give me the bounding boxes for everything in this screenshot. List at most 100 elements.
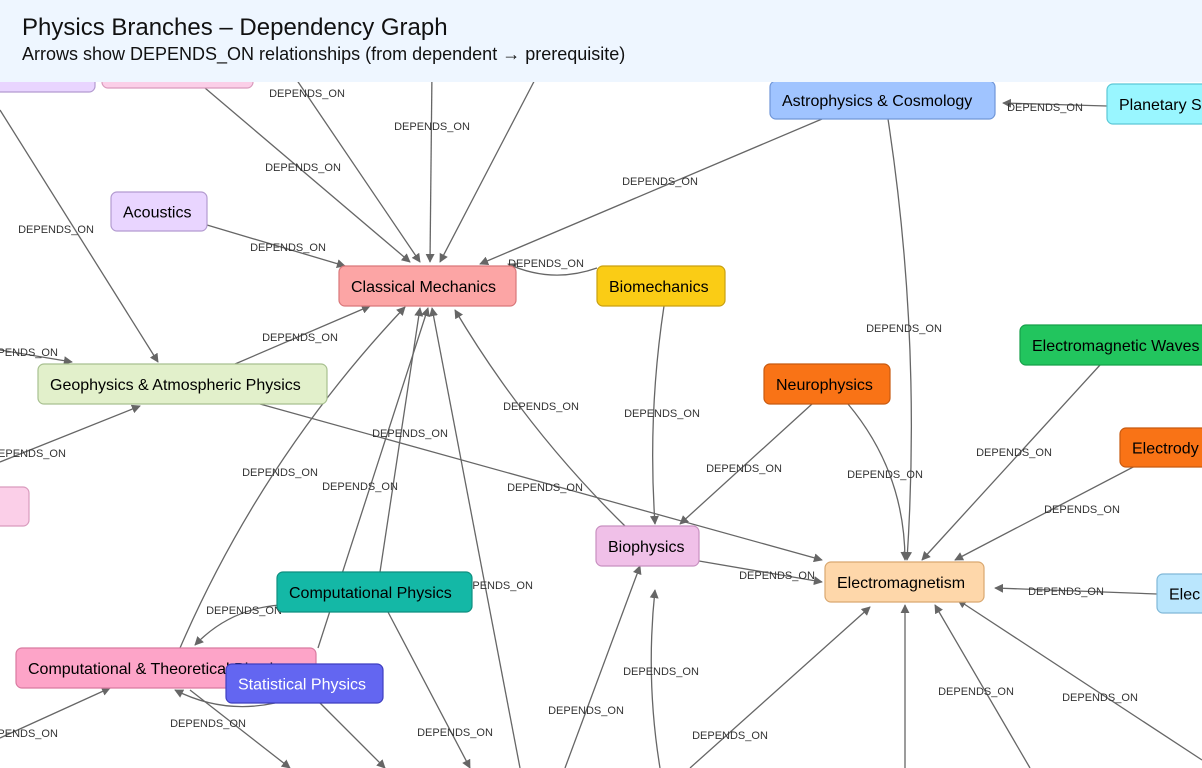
node-label: Biomechanics [609, 279, 709, 296]
node-label: Computational & Theoretical Physics [28, 661, 289, 678]
node-label: Biophysics [608, 539, 684, 556]
dependency-edge[interactable] [921, 364, 1101, 561]
dependency-edge[interactable] [649, 589, 661, 768]
dependency-edge[interactable] [234, 305, 371, 365]
edge-label: DEPENDS_ON [170, 718, 246, 730]
edge-label: DEPENDS_ON [265, 162, 341, 174]
edge-label: DEPENDS_ON [269, 88, 345, 100]
dependency-edge[interactable] [194, 604, 281, 646]
dependency-edge[interactable] [0, 109, 159, 363]
edge-label: DEPENDS_ON [262, 332, 338, 344]
graph-node[interactable]: Statistical Physics [225, 663, 384, 704]
graph-node[interactable]: Electromagnetism [824, 561, 985, 603]
dependency-edge[interactable] [206, 224, 346, 269]
dependency-edge[interactable] [564, 565, 642, 768]
edge-label: DEPENDS_ON [503, 401, 579, 413]
edge-label: DEPENDS_ON [417, 727, 493, 739]
edge-label: DEPENDS_ON [0, 728, 58, 740]
dependency-edge[interactable] [847, 403, 910, 561]
dependency-edge[interactable] [0, 349, 73, 366]
node-label: Planetary S [1119, 97, 1202, 114]
node-label: Electromagnetism [837, 575, 965, 592]
node-label: Geophysics & Atmospheric Physics [50, 377, 301, 394]
dependency-edge[interactable] [698, 560, 823, 586]
dependency-edge[interactable] [507, 263, 598, 276]
node-box [338, 265, 517, 307]
dependency-edge[interactable] [1002, 98, 1108, 108]
node-box [37, 363, 328, 405]
node-label: Acoustics [123, 205, 191, 222]
node-box [1106, 83, 1202, 125]
dependency-edge[interactable] [387, 611, 471, 768]
edge-label: DEPENDS_ON [976, 447, 1052, 459]
graph-node[interactable]: cs [0, 486, 30, 527]
edge-label: DEPENDS_ON [938, 686, 1014, 698]
dependency-edge[interactable] [289, 69, 421, 263]
node-box [763, 363, 891, 405]
node-box [1119, 427, 1202, 468]
dependency-edge[interactable] [425, 69, 435, 263]
dependency-edge[interactable] [679, 403, 813, 525]
node-box [225, 663, 384, 704]
edge-label: DEPENDS_ON [322, 481, 398, 493]
dependency-edge[interactable] [454, 309, 626, 527]
graph-node[interactable]: Planetary S [1106, 83, 1202, 125]
edge-label: DEPENDS_ON [622, 176, 698, 188]
graph-node[interactable]: Electromagnetic Waves [1019, 324, 1202, 366]
edge-label: DEPENDS_ON [18, 224, 94, 236]
dependency-edge[interactable] [319, 702, 386, 768]
edge-label: DEPENDS_ON [847, 469, 923, 481]
dependency-edge[interactable] [479, 118, 823, 265]
edge-label: DEPENDS_ON [1028, 586, 1104, 598]
edge-label: DEPENDS_ON [706, 463, 782, 475]
edge-label: DEPENDS_ON [1044, 504, 1120, 516]
dependency-edge[interactable] [379, 307, 424, 573]
graph-node[interactable]: Elec [1156, 573, 1202, 614]
dependency-edge[interactable] [957, 599, 1202, 761]
edge-label: DEPENDS_ON [507, 482, 583, 494]
graph-node[interactable]: Acoustics [110, 191, 208, 232]
node-box [110, 191, 208, 232]
node-label: Electromagnetic Waves [1032, 338, 1199, 355]
node-label: Electrody [1132, 441, 1199, 458]
node-box [596, 265, 726, 307]
edge-label: DEPENDS_ON [250, 242, 326, 254]
dependency-edge[interactable] [174, 689, 276, 708]
graph-node[interactable]: Computational Physics [276, 571, 473, 613]
graph-node[interactable]: Astrophysics & Cosmology [769, 80, 996, 120]
graph-node[interactable]: Neurophysics [763, 363, 891, 405]
edge-label: DEPENDS_ON [372, 428, 448, 440]
node-box [276, 571, 473, 613]
node-box [824, 561, 985, 603]
graph-node[interactable]: Biomechanics [596, 265, 726, 307]
edge-label: DEPENDS_ON [1062, 692, 1138, 704]
dependency-edge[interactable] [429, 307, 521, 768]
dependency-edge[interactable] [934, 604, 1031, 768]
dependency-edge[interactable] [179, 306, 406, 649]
edge-label: DEPENDS_ON [1007, 102, 1083, 114]
node-box [595, 525, 700, 567]
dependency-edge[interactable] [189, 689, 291, 768]
edge-label: DEPENDS_ON [457, 580, 533, 592]
node-label: Neurophysics [776, 377, 873, 394]
dependency-edge[interactable] [0, 404, 141, 463]
node-label: Elec [1169, 587, 1200, 604]
dependency-edge[interactable] [259, 403, 823, 563]
edge-label: DEPENDS_ON [394, 121, 470, 133]
dependency-edge[interactable] [887, 118, 913, 561]
graph-node[interactable]: Geophysics & Atmospheric Physics [37, 363, 328, 405]
graph-node[interactable]: Biophysics [595, 525, 700, 567]
graph-node[interactable]: Classical Mechanics [338, 265, 517, 307]
node-label: Classical Mechanics [351, 279, 496, 296]
dependency-edge[interactable] [0, 687, 111, 739]
dependency-edge[interactable] [204, 87, 411, 263]
dependency-edge[interactable] [689, 606, 871, 768]
graph-node[interactable]: Electrody [1119, 427, 1202, 468]
page-title: Physics Branches – Dependency Graph [22, 14, 448, 41]
node-label: Statistical Physics [238, 677, 366, 694]
dependency-edge[interactable] [439, 69, 541, 263]
dependency-edge[interactable] [649, 305, 665, 525]
node-box [0, 486, 30, 527]
dependency-edge[interactable] [994, 583, 1158, 595]
